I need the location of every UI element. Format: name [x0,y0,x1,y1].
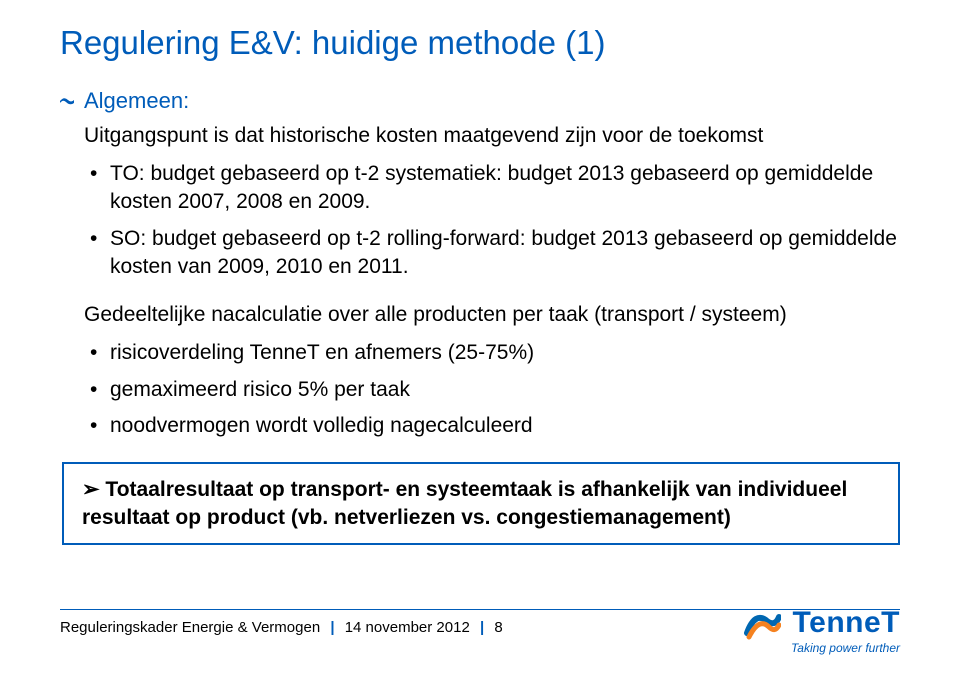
highlight-box: ➢ Totaalresultaat op transport- en syste… [62,462,900,545]
logo-icon [741,603,781,643]
section-label-row: Algemeen: [60,88,900,114]
footer-separator-icon: | [324,619,340,636]
list-item: noodvermogen wordt volledig nagecalculee… [84,412,900,440]
footer-left: Reguleringskader Energie & Vermogen | 14… [60,619,503,636]
swoosh-icon [60,94,74,108]
logo: TenneT [741,603,900,643]
list-item: TO: budget gebaseerd op t-2 systematiek:… [84,160,900,217]
logo-text: TenneT [793,606,900,640]
footer-title: Reguleringskader Energie & Vermogen [60,619,320,636]
bullet-list-a: TO: budget gebaseerd op t-2 systematiek:… [84,160,900,281]
intro-text: Uitgangspunt is dat historische kosten m… [84,124,900,148]
bullet-list-b: risicoverdeling TenneT en afnemers (25-7… [84,339,900,440]
list-item: risicoverdeling TenneT en afnemers (25-7… [84,339,900,367]
list-item: SO: budget gebaseerd op t-2 rolling-forw… [84,225,900,282]
page-title: Regulering E&V: huidige methode (1) [60,24,900,62]
footer: Reguleringskader Energie & Vermogen | 14… [0,609,960,677]
footer-date: 14 november 2012 [345,619,470,636]
footer-separator-icon: | [474,619,490,636]
logo-tagline: Taking power further [791,641,900,655]
section-label: Algemeen: [84,88,189,114]
second-intro-text: Gedeeltelijke nacalculatie over alle pro… [84,303,900,327]
footer-page: 8 [494,619,502,636]
slide: Regulering E&V: huidige methode (1) Alge… [0,0,960,677]
list-item: gemaximeerd risico 5% per taak [84,376,900,404]
